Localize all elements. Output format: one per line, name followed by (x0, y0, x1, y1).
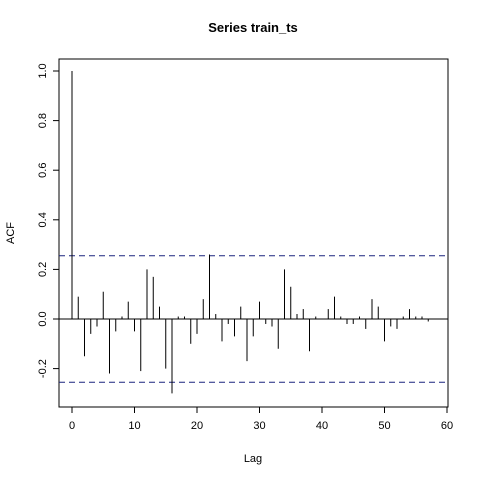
x-tick-label: 60 (441, 420, 453, 432)
y-axis: -0.2 0.0 0.2 0.4 0.6 0.8 1.0 (37, 63, 60, 378)
x-tick-label: 0 (69, 420, 75, 432)
x-tick-label: 30 (253, 420, 265, 432)
x-tick-label: 50 (378, 420, 390, 432)
x-tick-label: 40 (316, 420, 328, 432)
chart-title: Series train_ts (208, 20, 298, 35)
y-tick-label: -0.2 (37, 359, 49, 378)
x-tick-label: 10 (128, 420, 140, 432)
y-tick-label: 0.2 (37, 262, 49, 277)
x-axis: 0 10 20 30 40 50 60 (69, 406, 453, 432)
y-axis-label: ACF (5, 222, 17, 244)
acf-bars (71, 71, 429, 394)
y-tick-label: 0.4 (37, 212, 49, 227)
y-tick-label: 0.8 (37, 113, 49, 128)
plot-frame (58, 58, 449, 408)
y-tick-label: 1.0 (37, 63, 49, 78)
x-axis-label: Lag (244, 453, 262, 465)
y-tick-label: 0.6 (37, 163, 49, 178)
x-tick-label: 20 (191, 420, 203, 432)
y-tick-label: 0.0 (37, 311, 49, 326)
